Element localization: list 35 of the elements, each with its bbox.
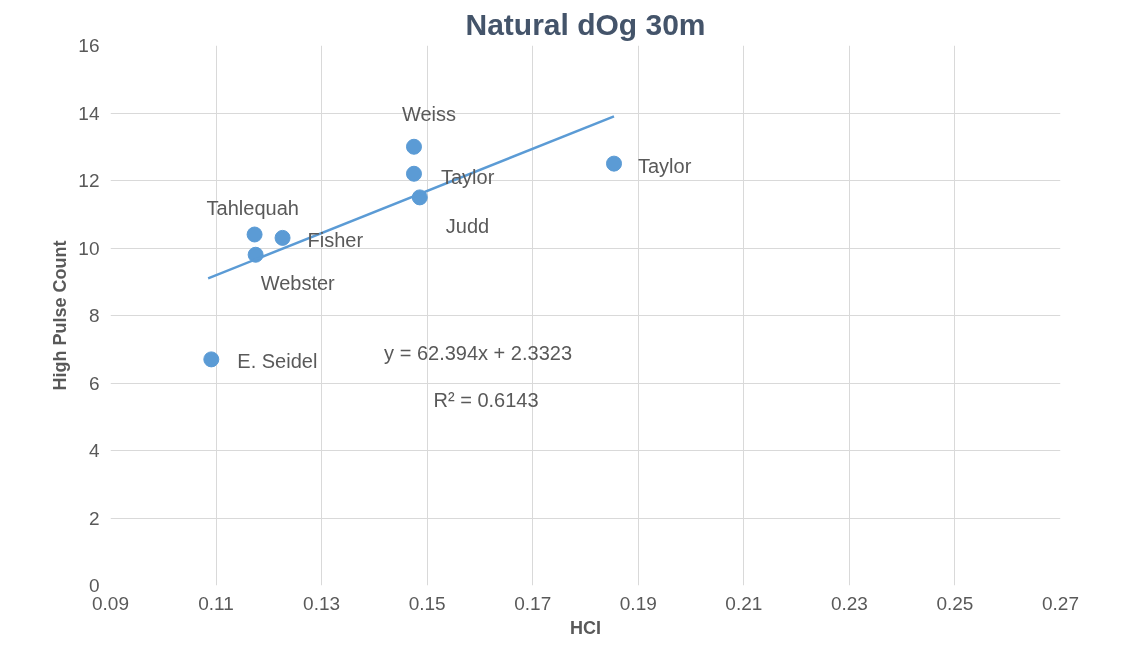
x-tick-label: 0.17 [514,592,552,614]
point [274,229,291,246]
y-tick-label: 6 [88,372,100,394]
point [405,165,422,182]
x-tick-label: 0.13 [303,592,341,614]
y-tick-label: 10 [78,237,100,259]
y-tick-label: 4 [88,440,100,461]
y-tick-label: 16 [78,35,100,56]
annotation: Taylor [638,154,692,177]
y-tick-label: 12 [78,170,100,191]
y-tick-label: 2 [88,507,100,529]
annotation: Fisher [307,228,364,251]
annotation: E. Seidel [237,350,318,373]
x-tick-label: 0.19 [619,592,657,614]
x-tick-label: 0.27 [1042,592,1079,614]
x-tick-label: 0.23 [830,592,868,614]
x-tick-label: 0.11 [198,592,234,614]
x-tick-label: 0.25 [936,592,974,614]
point [606,155,622,172]
y-tick-label: 14 [78,102,100,124]
x-axis-title: HCI [570,617,601,638]
annotation: Webster [260,271,336,294]
annotation: y = 62.394x + 2.3323 [384,342,573,365]
annotation: Weiss [401,102,457,125]
point [405,138,422,155]
x-tick-label: 0.21 [725,592,763,614]
annotation: Judd [445,215,490,238]
y-tick-label: 8 [88,305,100,326]
annotation: R² = 0.6143 [433,389,539,412]
chart-title: Natural dOg 30m [465,7,706,41]
point [246,226,263,243]
y-axis-title: High Pulse Count [50,240,71,391]
x-tick-label: 0.15 [408,592,446,614]
annotation: Tahlequah [206,196,299,219]
point [203,351,220,368]
